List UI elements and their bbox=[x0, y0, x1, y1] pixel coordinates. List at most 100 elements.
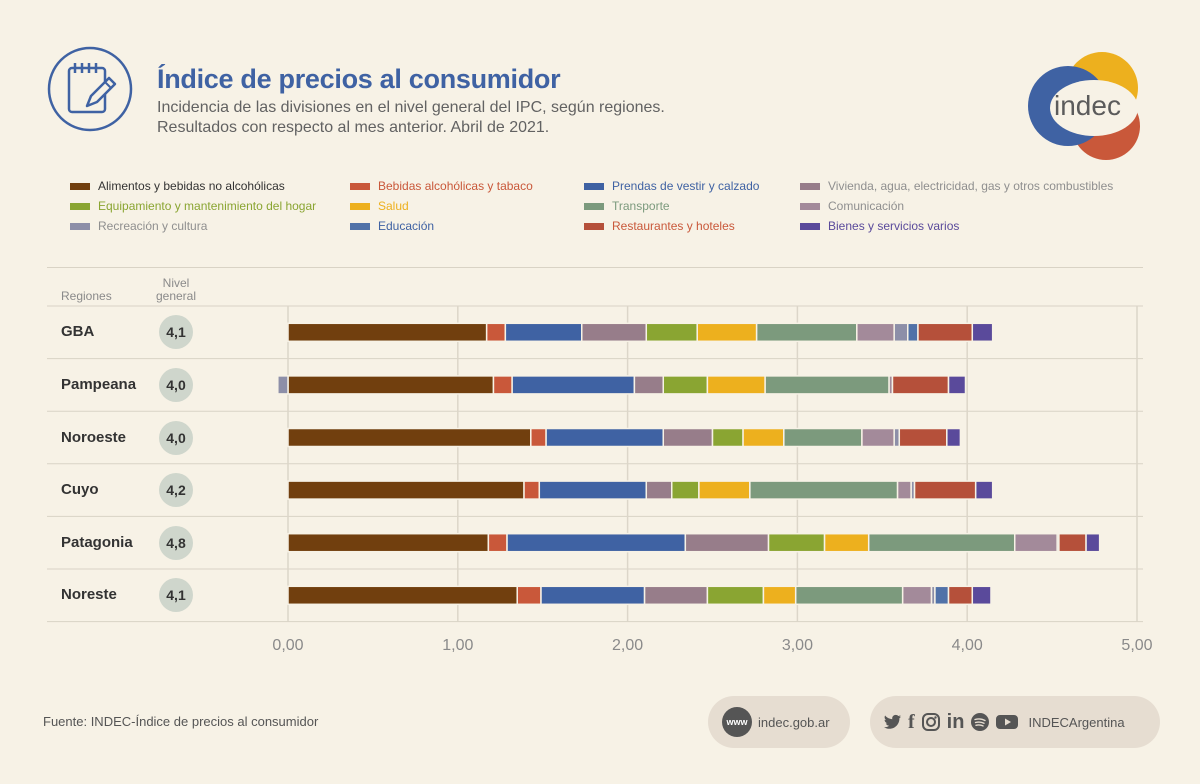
bar-segment bbox=[907, 322, 919, 343]
legend-label: Restaurantes y hoteles bbox=[612, 219, 735, 233]
x-tick-label: 2,00 bbox=[612, 637, 643, 654]
legend-item: Bienes y servicios varios bbox=[800, 218, 959, 234]
legend-divider bbox=[47, 267, 1143, 268]
legend-label: Salud bbox=[378, 199, 409, 213]
bar-segment bbox=[492, 375, 513, 395]
bar-segment bbox=[762, 585, 797, 606]
website-link[interactable]: www indec.gob.ar bbox=[708, 696, 850, 748]
bar-segment bbox=[742, 427, 785, 448]
legend-swatch bbox=[800, 202, 820, 210]
legend-swatch bbox=[800, 182, 820, 190]
bar-segment bbox=[485, 322, 507, 343]
legend-item: Prendas de vestir y calzado bbox=[584, 178, 759, 194]
region-label: Patagonia bbox=[61, 533, 133, 551]
legend-label: Prendas de vestir y calzado bbox=[612, 179, 760, 193]
legend-swatch bbox=[350, 182, 370, 190]
bar-segment bbox=[684, 532, 770, 553]
general-level-badge: 4,1 bbox=[159, 578, 193, 613]
linkedin-icon[interactable]: in bbox=[946, 710, 965, 733]
social-handle: INDECArgentina bbox=[1028, 714, 1125, 730]
bar-segment bbox=[934, 585, 950, 606]
spotify-icon[interactable] bbox=[970, 712, 990, 732]
legend-label: Recreación y cultura bbox=[98, 219, 208, 233]
bar-segment bbox=[971, 322, 994, 343]
bar-segment bbox=[545, 427, 665, 448]
website-text: indec.gob.ar bbox=[758, 714, 830, 730]
youtube-icon[interactable] bbox=[996, 714, 1019, 730]
legend-swatch bbox=[70, 202, 90, 210]
bar-segment bbox=[581, 322, 648, 343]
legend-item: Vivienda, agua, electricidad, gas y otro… bbox=[800, 178, 1113, 194]
general-header-line-1: Nivel bbox=[162, 276, 190, 290]
bar-segment bbox=[823, 532, 870, 553]
bar-segment bbox=[696, 322, 758, 343]
bar-segment bbox=[523, 480, 541, 500]
bar-segment bbox=[893, 427, 901, 448]
x-tick-label: 0,00 bbox=[272, 637, 303, 654]
legend-swatch bbox=[584, 202, 604, 210]
bar-segment bbox=[504, 322, 583, 343]
bar-segment bbox=[971, 585, 992, 606]
twitter-icon[interactable] bbox=[884, 714, 902, 730]
legend-item: Equipamiento y mantenimiento del hogar bbox=[70, 198, 316, 214]
bar-segment bbox=[867, 532, 1016, 553]
bar-segment bbox=[711, 427, 744, 448]
bar-segment bbox=[287, 585, 518, 606]
bar-segment bbox=[749, 480, 899, 500]
bar-segment bbox=[540, 585, 646, 606]
bar-segment bbox=[767, 532, 826, 553]
legend-label: Educación bbox=[378, 219, 435, 233]
general-level-badge: 4,0 bbox=[159, 420, 193, 455]
region-label: Noreste bbox=[61, 586, 117, 604]
legend-swatch bbox=[800, 222, 820, 230]
x-tick-label: 5,00 bbox=[1121, 637, 1152, 654]
bar-segment bbox=[898, 427, 948, 448]
region-label: Cuyo bbox=[61, 481, 99, 499]
page-subtitle: Incidencia de las divisiones en el nivel… bbox=[157, 98, 665, 138]
bar-segment bbox=[783, 427, 863, 448]
bar-segment bbox=[670, 480, 700, 500]
legend-item: Salud bbox=[350, 198, 409, 214]
general-column-header: Nivel general bbox=[150, 277, 202, 303]
bar-segment bbox=[277, 375, 289, 395]
bar-segment bbox=[917, 322, 974, 343]
bar-segment bbox=[755, 322, 858, 343]
x-tick-label: 3,00 bbox=[782, 637, 813, 654]
notepad-pencil-icon bbox=[47, 46, 133, 132]
legend-item: Recreación y cultura bbox=[70, 218, 207, 234]
bar-segment bbox=[645, 480, 673, 500]
bar-segment bbox=[506, 532, 687, 553]
bar-segment bbox=[947, 585, 974, 606]
bar-segment bbox=[974, 480, 994, 500]
bar-segment bbox=[706, 375, 766, 395]
bar-segment bbox=[643, 585, 709, 606]
page-title: Índice de precios al consumidor bbox=[157, 64, 561, 94]
bar-segment bbox=[662, 375, 709, 395]
social-links: f in INDECArgentina bbox=[870, 696, 1160, 748]
bar-segment bbox=[516, 585, 542, 606]
bar-segment bbox=[947, 375, 967, 395]
regions-column-header: Regiones bbox=[61, 289, 112, 303]
legend-label: Bienes y servicios varios bbox=[828, 219, 960, 233]
bar-segment bbox=[287, 427, 532, 448]
instagram-icon[interactable] bbox=[921, 712, 941, 732]
logo-text: indec bbox=[1054, 90, 1121, 121]
region-label: Pampeana bbox=[61, 375, 137, 393]
general-level-badge: 4,0 bbox=[159, 367, 193, 402]
legend-swatch bbox=[584, 182, 604, 190]
legend-item: Restaurantes y hoteles bbox=[584, 218, 735, 234]
www-icon: www bbox=[722, 707, 752, 737]
bar-segment bbox=[538, 480, 648, 500]
general-level-badge: 4,8 bbox=[159, 525, 193, 560]
legend-label: Comunicación bbox=[828, 199, 905, 213]
bar-segment bbox=[287, 532, 490, 553]
general-header-line-2: general bbox=[155, 289, 197, 303]
facebook-icon[interactable]: f bbox=[908, 710, 915, 733]
general-level-badge: 4,2 bbox=[159, 473, 193, 508]
indec-logo: indec bbox=[1028, 52, 1140, 160]
bar-segment bbox=[893, 322, 909, 343]
bar-segment bbox=[856, 322, 895, 343]
bar-segment bbox=[901, 585, 933, 606]
bar-segment bbox=[706, 585, 765, 606]
legend-label: Transporte bbox=[612, 199, 670, 213]
